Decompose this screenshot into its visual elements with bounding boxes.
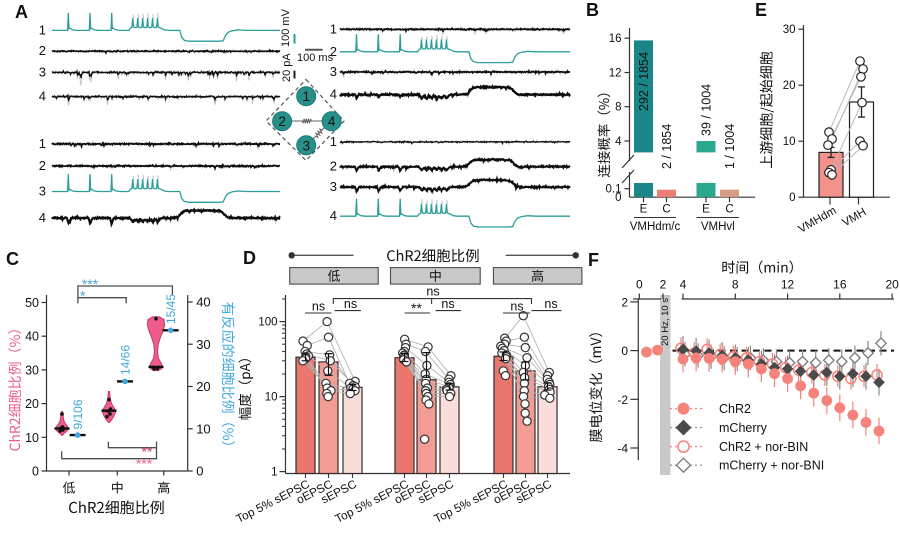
svg-text:C: C [662,204,670,216]
svg-text:**: ** [411,300,422,316]
svg-text:1: 1 [39,136,46,151]
svg-text:100 ms: 100 ms [297,52,334,64]
svg-text:A: A [15,2,28,22]
svg-text:1: 1 [330,21,337,36]
svg-text:3: 3 [330,64,337,79]
svg-text:20: 20 [25,397,39,411]
svg-text:mCherry: mCherry [719,421,768,435]
svg-text:***: *** [82,276,99,292]
svg-text:20 pA: 20 pA [281,53,293,82]
svg-text:4: 4 [330,87,337,102]
svg-text:40: 40 [25,330,39,344]
svg-text:1 / 1004: 1 / 1004 [723,124,737,169]
svg-text:2: 2 [621,295,628,309]
svg-text:20: 20 [196,379,210,394]
svg-text:ChR2: ChR2 [719,402,751,416]
svg-text:4: 4 [330,208,337,223]
svg-text:ns: ns [441,297,454,311]
svg-text:mCherry + nor-BNI: mCherry + nor-BNI [719,458,824,472]
svg-text:30: 30 [196,337,210,352]
svg-text:30: 30 [25,363,39,377]
svg-text:2: 2 [39,158,46,173]
svg-text:100: 100 [258,317,277,329]
svg-text:-4: -4 [617,442,628,456]
svg-text:ChR2 + nor-BIN: ChR2 + nor-BIN [719,440,808,454]
svg-text:14/66: 14/66 [119,345,133,375]
svg-text:3: 3 [302,138,310,153]
svg-text:15/45: 15/45 [164,294,178,324]
svg-text:12: 12 [781,278,795,292]
svg-text:-2: -2 [617,393,628,407]
svg-text:0: 0 [636,278,643,292]
svg-text:10: 10 [196,421,210,436]
svg-text:***: *** [136,456,153,472]
svg-text:10: 10 [265,392,278,404]
svg-text:E: E [755,0,767,20]
svg-text:1: 1 [330,134,337,149]
svg-text:3: 3 [39,184,46,199]
svg-text:20: 20 [783,80,796,92]
svg-text:10: 10 [25,431,39,445]
svg-text:E: E [702,204,710,216]
svg-text:2: 2 [660,278,667,292]
svg-text:2: 2 [278,114,286,129]
svg-text:0: 0 [789,192,795,204]
svg-text:292 / 1854: 292 / 1854 [637,52,651,111]
svg-text:8: 8 [732,278,739,292]
svg-text:20 Hz, 10 s: 20 Hz, 10 s [660,298,671,346]
svg-text:F: F [588,250,599,270]
svg-text:ns: ns [544,297,557,311]
svg-text:10: 10 [783,136,796,148]
svg-text:*: * [80,288,86,304]
svg-text:8: 8 [615,102,621,114]
svg-text:ns: ns [426,285,439,299]
svg-text:4: 4 [615,136,622,148]
svg-text:40: 40 [196,295,210,310]
svg-text:4: 4 [328,114,336,129]
svg-text:2: 2 [39,43,46,58]
svg-text:4: 4 [39,89,46,104]
svg-text:4: 4 [39,210,46,225]
svg-text:0: 0 [196,464,203,479]
svg-text:VMHdm/c: VMHdm/c [630,221,681,233]
svg-text:1: 1 [271,467,277,479]
svg-text:3: 3 [39,64,46,79]
svg-text:2 / 1854: 2 / 1854 [660,124,674,169]
svg-text:C: C [6,249,19,269]
svg-text:ns: ns [312,300,325,314]
svg-text:0: 0 [621,344,628,358]
svg-text:30: 30 [783,24,796,36]
svg-text:ns: ns [344,297,357,311]
svg-text:2: 2 [330,44,337,59]
svg-text:2: 2 [330,159,337,174]
svg-text:12: 12 [609,67,622,79]
svg-text:VMHvl: VMHvl [701,221,735,233]
svg-text:0: 0 [615,192,621,204]
svg-text:50: 50 [25,296,39,310]
svg-text:1: 1 [39,22,46,37]
svg-text:0: 0 [32,465,39,479]
svg-text:16: 16 [833,278,847,292]
svg-text:ns: ns [510,300,523,314]
svg-text:B: B [586,0,599,20]
svg-text:0.1: 0.1 [606,184,622,196]
svg-text:20: 20 [885,278,899,292]
svg-text:4: 4 [680,278,687,292]
svg-text:1: 1 [302,89,310,104]
svg-text:39 / 1004: 39 / 1004 [700,84,714,136]
svg-text:16: 16 [609,33,622,45]
svg-text:**: ** [142,444,153,460]
svg-text:100 mV: 100 mV [280,8,292,47]
svg-text:C: C [725,204,733,216]
svg-text:9/106: 9/106 [71,399,85,429]
svg-text:3: 3 [330,179,337,194]
svg-text:D: D [243,248,256,268]
svg-text:E: E [640,204,648,216]
